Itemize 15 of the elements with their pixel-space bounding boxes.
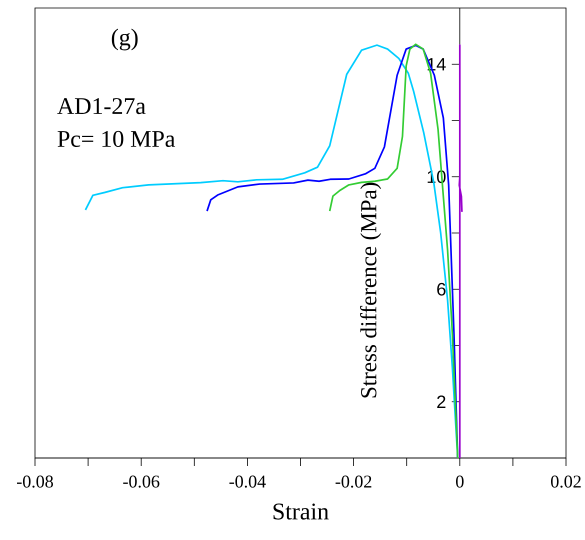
- y-tick-label: 2: [437, 395, 446, 408]
- x-tick-label: -0.06: [123, 476, 160, 488]
- x-axis-title: Strain: [274, 504, 329, 520]
- annotation: (g): [112, 28, 138, 50]
- line-series: [328, 43, 459, 459]
- line-series: [458, 44, 463, 459]
- y-tick-label: 6: [437, 282, 446, 296]
- x-tick-label: -0.02: [336, 476, 372, 488]
- x-tick-label: -0.08: [16, 476, 53, 488]
- annotation: AD1-27a: [57, 98, 146, 114]
- x-tick-label: 0: [456, 476, 464, 488]
- x-tick-label: -0.04: [229, 476, 266, 488]
- annotation: Pc= 10 MPa: [58, 130, 176, 148]
- x-tick-label: 0.02: [551, 476, 581, 488]
- y-axis-title: Stress difference (MPa): [360, 182, 382, 398]
